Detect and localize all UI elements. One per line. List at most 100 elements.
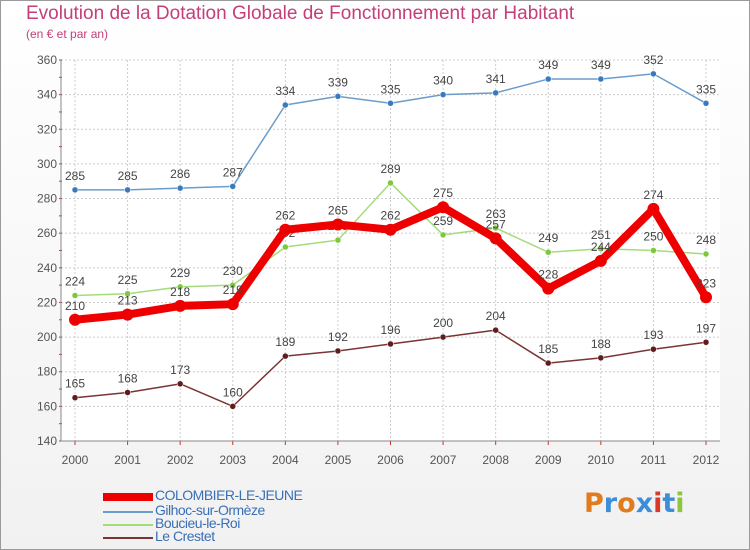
y-tick-label-320: 320 [37, 122, 57, 136]
data-label-le-crestet-2000: 165 [65, 377, 85, 391]
data-point-le-crestet-2010 [597, 354, 605, 362]
data-point-gilhoc-sur-orm-ze-2012 [702, 100, 710, 107]
data-label-le-crestet-2004: 189 [275, 335, 295, 349]
x-tick-label-2002: 2002 [167, 453, 194, 467]
data-point-colombier-le-jeune-2012 [700, 291, 712, 304]
data-label-le-crestet-2008: 204 [486, 309, 506, 323]
data-point-le-crestet-2011 [650, 345, 657, 353]
proxiti-logo: Proxiti [584, 488, 685, 519]
data-point-boucieu-le-roi-2006 [387, 179, 394, 187]
data-point-gilhoc-sur-orm-ze-2011 [650, 70, 657, 78]
x-tick-label-2000: 2000 [62, 453, 89, 467]
data-point-boucieu-le-roi-2010 [597, 245, 605, 253]
data-point-colombier-le-jeune-2011 [647, 202, 660, 215]
data-label-le-crestet-2005: 192 [328, 330, 348, 344]
data-label-colombier-le-jeune-2010: 244 [591, 240, 611, 254]
data-point-colombier-le-jeune-2001 [121, 308, 134, 321]
data-point-gilhoc-sur-orm-ze-2002 [176, 184, 184, 192]
data-point-le-crestet-2007 [439, 333, 447, 341]
data-label-colombier-le-jeune-2012: 223 [696, 276, 716, 290]
data-label-le-crestet-2011: 193 [643, 328, 663, 342]
data-point-colombier-le-jeune-2007 [437, 201, 450, 214]
data-label-boucieu-le-roi-2007: 259 [433, 214, 453, 228]
data-label-gilhoc-sur-orm-ze-2012: 335 [696, 82, 716, 96]
data-label-gilhoc-sur-orm-ze-2010: 349 [591, 58, 611, 72]
y-tick-label-360: 360 [37, 53, 57, 67]
y-tick-label-180: 180 [37, 365, 57, 379]
data-label-colombier-le-jeune-2004: 262 [275, 209, 295, 223]
data-label-le-crestet-2007: 200 [433, 316, 453, 330]
data-label-boucieu-le-roi-2008: 263 [486, 207, 506, 221]
legend-swatch-crestet [103, 537, 153, 539]
data-point-le-crestet-2003 [229, 403, 236, 410]
data-point-boucieu-le-roi-2002 [176, 283, 184, 291]
data-point-boucieu-le-roi-2005 [334, 236, 342, 244]
data-label-boucieu-le-roi-2006: 289 [380, 162, 400, 176]
x-tick-label-2010: 2010 [587, 453, 614, 467]
data-point-gilhoc-sur-orm-ze-2004 [282, 101, 289, 109]
data-point-le-crestet-2009 [545, 359, 552, 367]
logo-letter-4: i [653, 488, 663, 519]
data-point-colombier-le-jeune-2010 [594, 254, 607, 267]
data-point-colombier-le-jeune-2003 [226, 298, 239, 311]
data-label-boucieu-le-roi-2002: 229 [170, 266, 190, 280]
data-label-gilhoc-sur-orm-ze-2009: 349 [538, 58, 558, 72]
data-label-le-crestet-2009: 185 [538, 342, 558, 356]
logo-letter-1: r [603, 488, 618, 519]
data-point-boucieu-le-roi-2001 [124, 290, 131, 298]
data-point-boucieu-le-roi-2008 [492, 224, 499, 232]
data-label-boucieu-le-roi-2001: 225 [118, 273, 138, 287]
y-tick-label-200: 200 [37, 330, 57, 344]
data-point-boucieu-le-roi-2000 [71, 292, 79, 299]
data-point-le-crestet-2006 [387, 340, 394, 348]
data-point-le-crestet-2008 [492, 326, 499, 334]
data-label-gilhoc-sur-orm-ze-2004: 334 [275, 84, 295, 98]
data-point-gilhoc-sur-orm-ze-2008 [492, 89, 499, 97]
data-point-boucieu-le-roi-2012 [702, 250, 710, 258]
data-label-le-crestet-2010: 188 [591, 337, 611, 351]
data-label-gilhoc-sur-orm-ze-2005: 339 [328, 75, 348, 89]
data-label-gilhoc-sur-orm-ze-2000: 285 [65, 169, 85, 183]
legend-swatch-gilhoc [103, 511, 153, 513]
legend-label-crestet: Le Crestet [155, 528, 215, 544]
data-point-gilhoc-sur-orm-ze-2007 [439, 91, 447, 98]
data-label-boucieu-le-roi-2003: 230 [223, 264, 243, 278]
data-point-colombier-le-jeune-2005 [331, 218, 344, 231]
legend-label-colombier: COLOMBIER-LE-JEUNE [155, 487, 303, 503]
logo-letter-0: P [584, 488, 604, 519]
data-label-gilhoc-sur-orm-ze-2008: 341 [486, 72, 506, 86]
data-label-boucieu-le-roi-2000: 224 [65, 275, 85, 289]
data-label-colombier-le-jeune-2003: 219 [223, 283, 243, 297]
x-tick-label-2006: 2006 [377, 453, 404, 467]
data-label-gilhoc-sur-orm-ze-2011: 352 [643, 53, 663, 67]
data-point-gilhoc-sur-orm-ze-2000 [71, 186, 79, 194]
data-label-colombier-le-jeune-2001: 213 [118, 294, 138, 308]
data-point-colombier-le-jeune-2002 [174, 299, 187, 312]
x-tick-label-2009: 2009 [535, 453, 562, 467]
x-tick-label-2007: 2007 [430, 453, 457, 467]
data-point-gilhoc-sur-orm-ze-2010 [597, 75, 605, 83]
y-tick-label-140: 140 [37, 434, 57, 448]
chart-subtitle: (en € et par an) [26, 27, 109, 41]
y-tick-label-160: 160 [37, 399, 57, 413]
data-point-gilhoc-sur-orm-ze-2005 [334, 93, 342, 100]
y-tick-label-260: 260 [37, 226, 57, 240]
data-point-le-crestet-2002 [176, 380, 184, 388]
data-label-gilhoc-sur-orm-ze-2001: 285 [118, 169, 138, 183]
data-label-colombier-le-jeune-2005: 265 [328, 204, 348, 218]
data-label-le-crestet-2001: 168 [118, 372, 138, 386]
legend-label-boucieu: Boucieu-le-Roi [155, 515, 240, 531]
logo-letter-5: t [662, 488, 676, 519]
legend-swatch-colombier [103, 493, 153, 501]
data-point-boucieu-le-roi-2009 [545, 248, 552, 256]
data-point-gilhoc-sur-orm-ze-2009 [545, 75, 552, 83]
data-point-gilhoc-sur-orm-ze-2006 [387, 100, 394, 107]
legend-label-gilhoc: Gilhoc-sur-Ormèze [155, 502, 265, 518]
y-tick-label-300: 300 [37, 157, 57, 171]
data-label-colombier-le-jeune-2002: 218 [170, 285, 190, 299]
data-point-le-crestet-2005 [334, 347, 342, 355]
y-tick-label-340: 340 [37, 88, 57, 102]
data-label-boucieu-le-roi-2011: 250 [643, 230, 663, 244]
data-point-gilhoc-sur-orm-ze-2001 [124, 186, 131, 194]
data-point-boucieu-le-roi-2011 [650, 247, 657, 254]
